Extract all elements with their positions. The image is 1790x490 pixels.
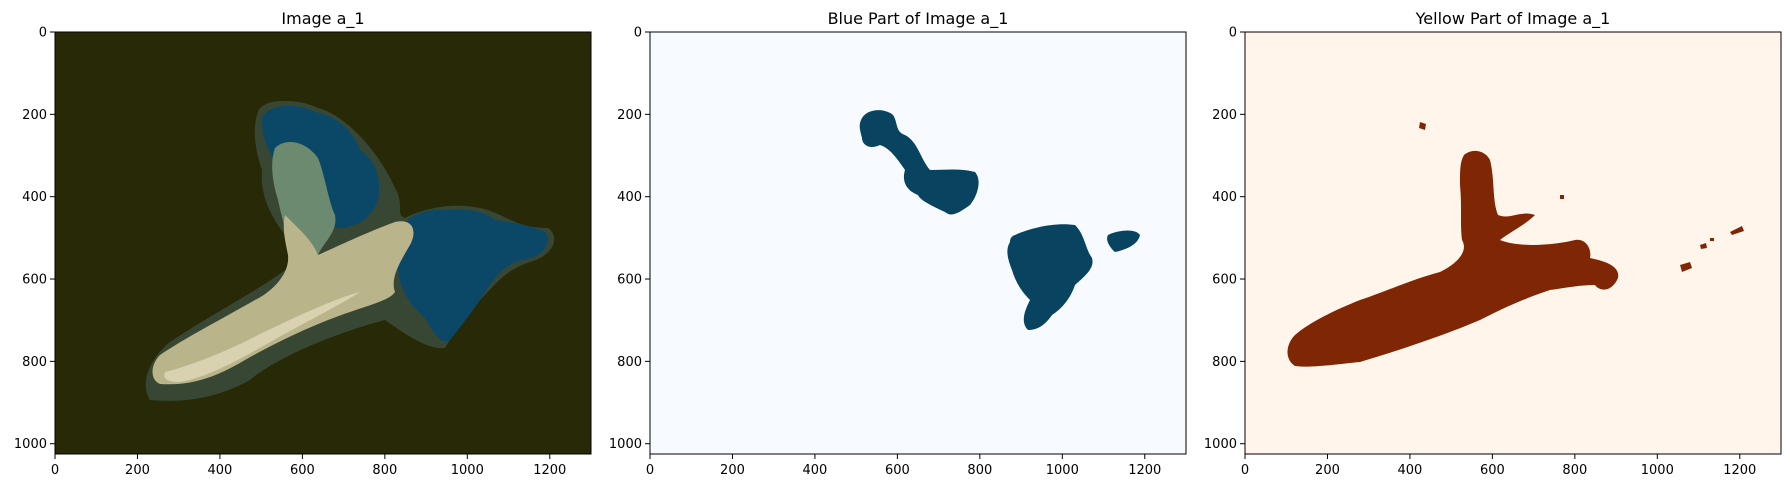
image-background — [650, 32, 1186, 454]
light-region — [164, 292, 360, 382]
blue-mask-region — [1107, 230, 1140, 252]
x-tick-label: 800 — [967, 463, 992, 478]
y-tick-label: 400 — [22, 190, 47, 205]
y-tick-label: 200 — [1212, 108, 1237, 123]
x-tick-label: 400 — [803, 463, 828, 478]
x-tick-label: 1200 — [1723, 463, 1756, 478]
y-tick-label: 0 — [39, 26, 47, 41]
blue-mask-region — [1007, 224, 1093, 330]
image-content — [145, 100, 555, 401]
yellow-mask-region — [1680, 262, 1692, 272]
x-axis: 0 200 400 600 800 1000 1200 — [646, 454, 1161, 478]
x-tick-label: 1000 — [451, 463, 484, 478]
y-tick-label: 600 — [22, 273, 47, 288]
x-tick-label: 1000 — [1046, 463, 1079, 478]
panel-title: Image a_1 — [281, 9, 364, 29]
x-tick-label: 200 — [125, 463, 150, 478]
tan-region — [152, 215, 414, 385]
x-tick-label: 1000 — [1641, 463, 1674, 478]
x-tick-label: 800 — [372, 463, 397, 478]
y-axis: 0 200 400 600 800 1000 — [14, 26, 55, 452]
y-tick-label: 1000 — [14, 437, 47, 452]
y-tick-label: 0 — [634, 26, 642, 41]
x-tick-label: 1200 — [533, 463, 566, 478]
yellow-mask-region — [1560, 195, 1564, 199]
x-tick-label: 600 — [290, 463, 315, 478]
x-tick-label: 0 — [1241, 463, 1249, 478]
yellow-mask-region — [1419, 122, 1426, 130]
axes-frame — [1244, 31, 1782, 455]
y-tick-label: 400 — [1212, 190, 1237, 205]
x-tick-label: 200 — [1315, 463, 1340, 478]
y-axis: 0 200 400 600 800 1000 — [609, 26, 650, 452]
yellow-mask-region — [1287, 150, 1619, 367]
x-axis: 0 200 400 600 800 1000 1200 — [1241, 454, 1756, 478]
y-tick-label: 1000 — [609, 437, 642, 452]
x-tick-label: 200 — [720, 463, 745, 478]
panel-title: Yellow Part of Image a_1 — [1415, 9, 1611, 29]
x-tick-label: 600 — [885, 463, 910, 478]
x-tick-label: 1200 — [1128, 463, 1161, 478]
y-tick-label: 600 — [617, 273, 642, 288]
y-tick-label: 1000 — [1204, 437, 1237, 452]
axes-frame — [649, 31, 1187, 455]
x-axis: 0 200 400 600 800 1000 1200 — [51, 454, 566, 478]
blue-mask-region — [859, 110, 979, 215]
blue-region — [396, 209, 548, 342]
yellow-mask-region — [1710, 238, 1714, 241]
y-tick-label: 800 — [1212, 355, 1237, 370]
y-axis: 0 200 400 600 800 1000 — [1204, 26, 1245, 452]
y-tick-label: 400 — [617, 190, 642, 205]
panel-title: Blue Part of Image a_1 — [828, 9, 1009, 29]
x-tick-label: 600 — [1480, 463, 1505, 478]
yellow-mask-region — [1730, 226, 1744, 235]
x-tick-label: 0 — [646, 463, 654, 478]
y-tick-label: 800 — [22, 355, 47, 370]
y-tick-label: 0 — [1229, 26, 1237, 41]
panel-original: Image a_1 0 200 400 600 800 1000 1200 0 200 400 6… — [14, 9, 592, 478]
y-tick-label: 200 — [617, 108, 642, 123]
image-background — [1245, 32, 1781, 454]
panel-blue-part: Blue Part of Image a_1 0 200 400 600 800 1000… — [609, 9, 1187, 478]
panel-yellow-part: Yellow Part of Image a_1 0 200 400 600 800 10… — [1204, 9, 1782, 478]
x-tick-label: 800 — [1562, 463, 1587, 478]
x-tick-label: 0 — [51, 463, 59, 478]
y-tick-label: 200 — [22, 108, 47, 123]
axes-frame — [54, 31, 592, 455]
yellow-mask-region — [1700, 243, 1707, 249]
y-tick-label: 600 — [1212, 273, 1237, 288]
y-tick-label: 800 — [617, 355, 642, 370]
yellow-mask-region — [1478, 210, 1486, 218]
x-tick-label: 400 — [1398, 463, 1423, 478]
image-content — [859, 110, 1140, 330]
image-content — [1287, 122, 1744, 367]
x-tick-label: 400 — [208, 463, 233, 478]
